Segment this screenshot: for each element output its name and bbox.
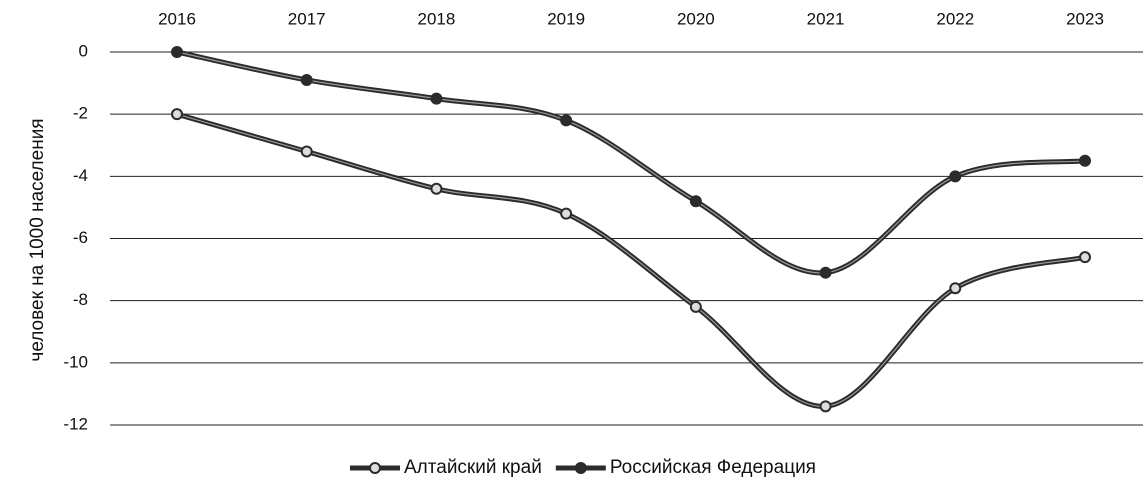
point-marker (949, 282, 962, 295)
y-tick-label: 0 (79, 41, 88, 60)
x-tick-label: 2020 (677, 9, 715, 28)
x-tick-label: 2023 (1066, 9, 1104, 28)
point-marker (1079, 154, 1091, 167)
legend-label: Российская Федерация (610, 457, 816, 478)
y-tick-label: -6 (73, 228, 88, 247)
y-tick-label: -4 (73, 166, 88, 185)
legend-marker (369, 462, 381, 474)
y-tick-label: -12 (63, 414, 88, 433)
series-line (176, 113, 1086, 407)
point-marker (689, 300, 702, 313)
y-tick-label: -2 (73, 104, 88, 123)
point-marker (560, 114, 573, 127)
x-tick-label: 2016 (158, 9, 196, 28)
point-marker (689, 195, 702, 208)
point-marker (300, 73, 313, 86)
x-tick-label: 2021 (807, 9, 845, 28)
point-marker (560, 207, 573, 220)
point-marker (300, 145, 313, 158)
point-marker (1079, 251, 1091, 264)
point-marker (171, 46, 183, 58)
point-marker (819, 400, 832, 413)
series-line (176, 51, 1086, 274)
point-marker (949, 170, 962, 183)
point-marker (819, 266, 832, 279)
legend-marker (574, 462, 587, 474)
x-tick-label: 2017 (288, 9, 326, 28)
point-marker (430, 92, 443, 105)
legend-label: Алтайский край (404, 457, 542, 478)
x-tick-label: 2019 (547, 9, 585, 28)
point-marker (430, 182, 443, 195)
y-tick-label: -8 (73, 290, 88, 309)
y-tick-label: -10 (63, 352, 88, 371)
y-axis-label: человек на 1000 населения (27, 118, 48, 361)
point-marker (171, 108, 183, 121)
x-tick-label: 2018 (418, 9, 456, 28)
line-outline (176, 49, 1086, 276)
x-tick-label: 2022 (936, 9, 974, 28)
